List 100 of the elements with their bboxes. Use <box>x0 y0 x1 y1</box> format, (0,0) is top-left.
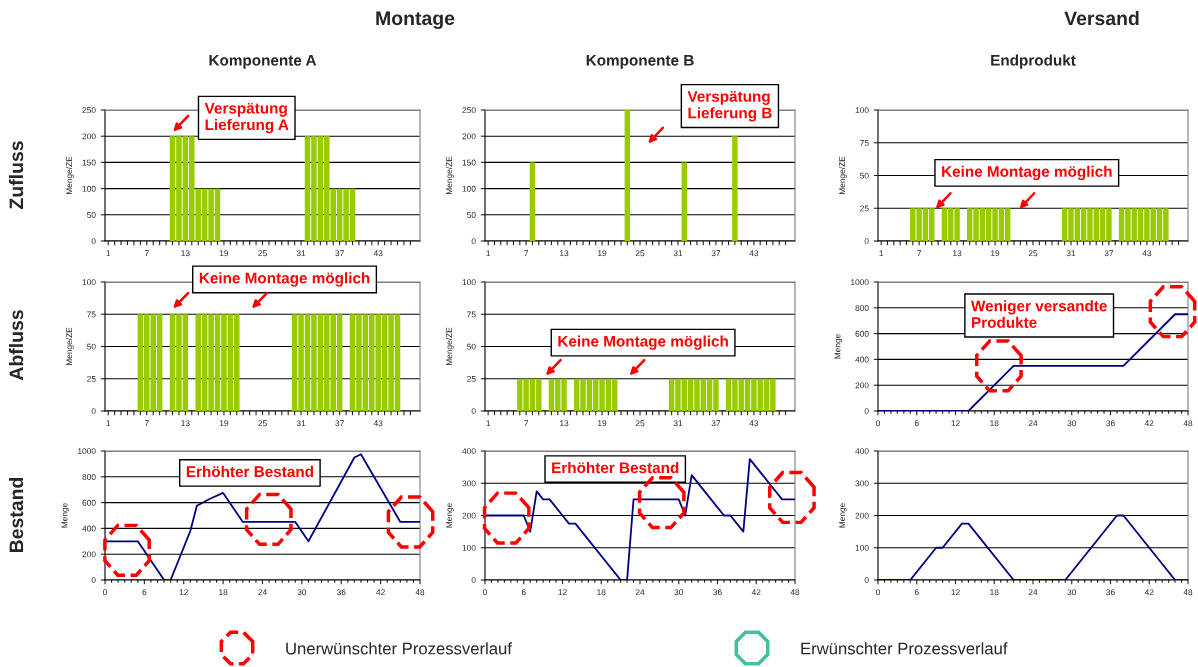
y-tick-label: 0 <box>864 238 869 245</box>
x-tick-label: 42 <box>1144 589 1154 596</box>
y-tick-label: 150 <box>462 159 476 166</box>
x-tick-label: 6 <box>142 589 147 596</box>
y-tick-label: 100 <box>855 544 869 551</box>
x-tick-label: 36 <box>713 589 722 596</box>
y-tick-label: 250 <box>462 107 476 114</box>
y-tick-label: 75 <box>860 140 869 146</box>
y-axis-title: Menge <box>834 334 843 359</box>
y-tick-label: 200 <box>462 512 476 519</box>
y-tick-label: 0 <box>864 408 869 415</box>
y-tick-label: 0 <box>471 408 476 415</box>
y-tick-label: 25 <box>87 375 96 382</box>
chart-title: Komponente A <box>209 55 317 69</box>
x-tick-label: 37 <box>335 420 344 427</box>
x-tick-label: 25 <box>635 420 645 427</box>
y-tick-label: 100 <box>462 185 476 192</box>
x-tick-label: 42 <box>1144 420 1154 427</box>
x-tick-label: 30 <box>1067 420 1077 427</box>
y-tick-label: 600 <box>82 499 96 506</box>
text: Erwünschter Prozessverlauf <box>801 642 1008 655</box>
y-tick-label: 0 <box>471 577 476 584</box>
y-tick-label: 25 <box>860 205 869 212</box>
y-axis-title: Menge/ZE <box>65 327 74 366</box>
y-tick-label: 0 <box>91 408 96 415</box>
x-tick-label: 43 <box>373 250 383 257</box>
y-tick-label: 300 <box>855 480 869 487</box>
x-tick-label: 19 <box>991 250 1000 257</box>
x-tick-label: 48 <box>790 589 800 596</box>
y-tick-label: 400 <box>462 448 476 455</box>
y-tick-label: 600 <box>855 330 869 337</box>
annotation: Verspätung Lieferung B <box>687 91 772 122</box>
y-axis-title: Menge <box>446 503 454 528</box>
y-tick-label: 0 <box>471 238 476 245</box>
x-tick-label: 6 <box>914 589 919 596</box>
y-tick-label: 100 <box>82 185 96 192</box>
x-tick-label: 6 <box>914 420 919 427</box>
x-tick-label: 18 <box>990 589 999 596</box>
x-tick-label: 31 <box>296 250 306 257</box>
y-tick-label: 800 <box>82 474 96 480</box>
x-tick-label: 37 <box>711 420 721 427</box>
x-tick-label: 43 <box>373 420 383 427</box>
y-tick-label: 1000 <box>851 279 869 286</box>
x-tick-label: 25 <box>258 250 267 257</box>
x-tick-label: 18 <box>990 420 999 427</box>
y-tick-label: 100 <box>462 279 476 286</box>
bar <box>732 136 738 241</box>
x-tick-label: 30 <box>674 589 684 596</box>
y-tick-label: 250 <box>82 107 96 114</box>
x-tick-label: 25 <box>635 250 645 257</box>
x-tick-label: 12 <box>558 589 567 596</box>
x-tick-label: 13 <box>560 250 569 257</box>
y-axis-title: Menge/ZE <box>838 156 847 195</box>
x-tick-label: 7 <box>917 250 922 257</box>
x-tick-label: 31 <box>1066 250 1076 257</box>
y-axis-title: Menge/ZE <box>445 156 454 195</box>
x-tick-label: 42 <box>376 589 385 596</box>
y-tick-label: 50 <box>467 212 476 218</box>
y-tick-label: 25 <box>467 375 476 382</box>
y-tick-label: 0 <box>864 577 869 584</box>
y-tick-label: 200 <box>462 133 476 140</box>
y-axis-title: Menge/ZE <box>445 327 454 366</box>
text: Zufluss <box>8 141 24 209</box>
x-tick-label: 19 <box>219 250 229 257</box>
x-tick-label: 12 <box>951 420 960 427</box>
x-tick-label: 36 <box>1106 589 1115 596</box>
y-tick-label: 50 <box>87 343 96 350</box>
text: Versand <box>1064 10 1139 26</box>
x-tick-label: 25 <box>258 420 267 427</box>
x-tick-label: 1 <box>106 250 111 257</box>
text: Montage <box>376 11 455 30</box>
y-tick-label: 200 <box>82 133 96 140</box>
y-tick-label: 1000 <box>78 448 96 455</box>
chart-title: Komponente B <box>586 55 694 69</box>
x-tick-label: 19 <box>598 250 607 257</box>
x-tick-label: 43 <box>749 420 759 427</box>
annotation: Weniger versandte Produkte <box>971 300 1107 328</box>
y-tick-label: 50 <box>467 343 476 350</box>
y-axis-title: Menge <box>61 503 70 528</box>
y-tick-label: 200 <box>855 512 869 519</box>
x-tick-label: 13 <box>953 250 962 257</box>
x-tick-label: 6 <box>521 589 526 596</box>
x-tick-label: 19 <box>219 420 229 427</box>
x-tick-label: 1 <box>106 420 111 427</box>
x-tick-label: 18 <box>597 589 606 596</box>
x-tick-label: 36 <box>1106 420 1115 427</box>
x-tick-label: 13 <box>560 420 569 427</box>
x-tick-label: 0 <box>103 589 107 596</box>
text: Abfluss <box>8 310 24 381</box>
x-tick-label: 7 <box>144 250 149 257</box>
x-tick-label: 0 <box>876 420 880 427</box>
annotation: Verspätung Lieferung A <box>204 102 289 134</box>
annotation: Keine Montage möglich <box>942 165 1112 181</box>
x-tick-label: 0 <box>876 589 880 596</box>
y-axis-title: Menge/ZE <box>65 156 74 195</box>
y-tick-label: 0 <box>91 238 96 245</box>
x-tick-label: 37 <box>711 250 721 257</box>
x-tick-label: 30 <box>1067 589 1077 596</box>
y-tick-label: 75 <box>87 311 96 318</box>
y-tick-label: 100 <box>462 544 476 551</box>
